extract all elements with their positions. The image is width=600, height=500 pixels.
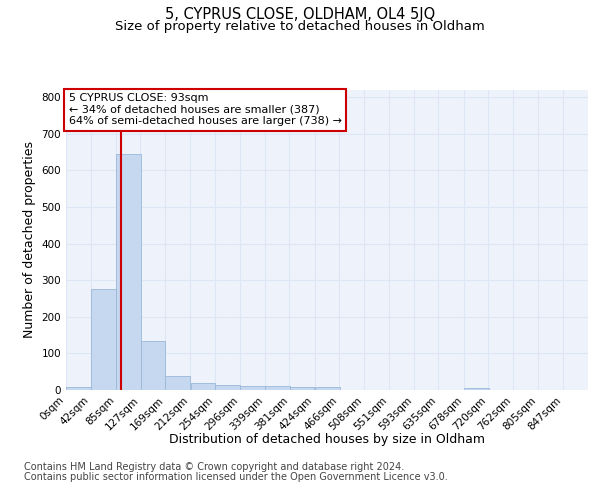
Bar: [315, 387, 340, 390]
Bar: [290, 387, 314, 390]
Text: Contains public sector information licensed under the Open Government Licence v3: Contains public sector information licen…: [24, 472, 448, 482]
Bar: [91, 290, 116, 390]
Y-axis label: Number of detached properties: Number of detached properties: [23, 142, 36, 338]
Bar: [240, 386, 265, 390]
Bar: [166, 376, 190, 390]
Bar: [141, 340, 166, 390]
Bar: [191, 382, 215, 390]
Text: Distribution of detached houses by size in Oldham: Distribution of detached houses by size …: [169, 432, 485, 446]
Bar: [116, 154, 141, 390]
Text: Contains HM Land Registry data © Crown copyright and database right 2024.: Contains HM Land Registry data © Crown c…: [24, 462, 404, 472]
Text: 5 CYPRUS CLOSE: 93sqm
← 34% of detached houses are smaller (387)
64% of semi-det: 5 CYPRUS CLOSE: 93sqm ← 34% of detached …: [68, 93, 341, 126]
Text: 5, CYPRUS CLOSE, OLDHAM, OL4 5JQ: 5, CYPRUS CLOSE, OLDHAM, OL4 5JQ: [165, 8, 435, 22]
Bar: [464, 388, 488, 390]
Bar: [265, 386, 290, 390]
Text: Size of property relative to detached houses in Oldham: Size of property relative to detached ho…: [115, 20, 485, 33]
Bar: [215, 384, 240, 390]
Bar: [66, 387, 91, 390]
